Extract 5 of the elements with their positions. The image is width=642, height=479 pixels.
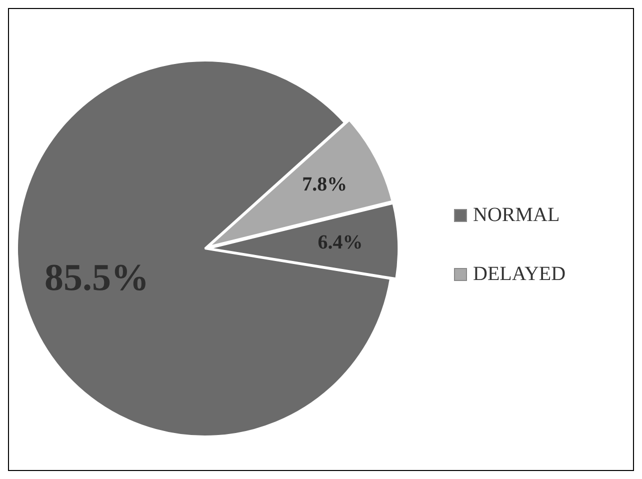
data-label: 6.4%	[318, 231, 363, 254]
legend-label: DELAYED	[473, 263, 566, 286]
legend-label: NORMAL	[473, 204, 560, 227]
data-label: 7.8%	[302, 173, 348, 196]
data-label: 85.5%	[44, 257, 150, 300]
